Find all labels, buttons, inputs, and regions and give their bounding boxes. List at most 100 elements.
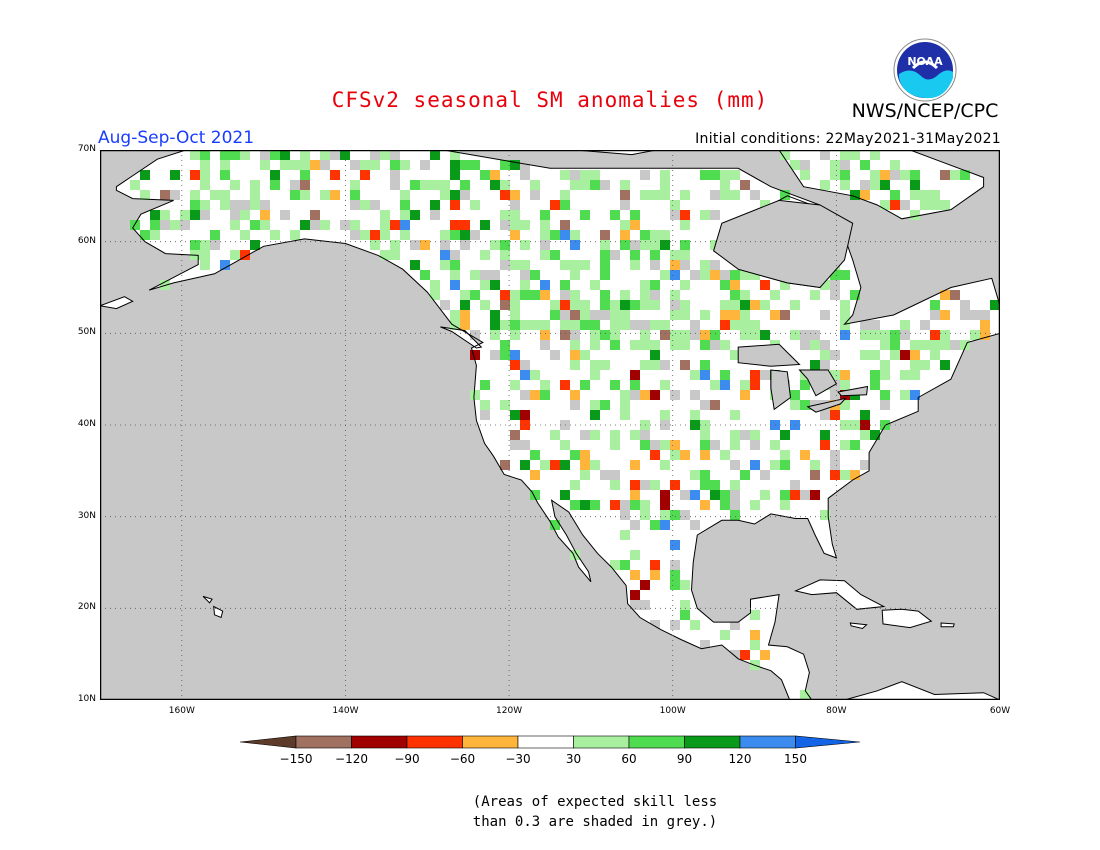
anomaly-cell: [710, 270, 720, 280]
anomaly-cell: [630, 500, 640, 510]
legend-label: 90: [676, 752, 693, 766]
anomaly-cell: [800, 690, 810, 700]
anomaly-cell: [780, 310, 790, 320]
anomaly-cell: [530, 270, 540, 280]
anomaly-cell: [550, 350, 560, 360]
anomaly-cell: [680, 600, 690, 610]
anomaly-cell: [760, 280, 770, 290]
noaa-logo: NOAA: [893, 38, 957, 102]
anomaly-cell: [470, 160, 480, 170]
anomaly-cell: [380, 250, 390, 260]
coastline: [881, 608, 933, 629]
anomaly-cell: [540, 290, 550, 300]
color-legend: [240, 735, 861, 749]
anomaly-cell: [940, 170, 950, 180]
anomaly-cell: [570, 550, 580, 560]
anomaly-cell: [600, 290, 610, 300]
anomaly-cell: [700, 440, 710, 450]
anomaly-cell: [840, 470, 850, 480]
initial-conditions-label: Initial conditions: 22May2021-31May2021: [695, 131, 1001, 147]
legend-label: −60: [449, 752, 476, 766]
anomaly-cell: [680, 330, 690, 340]
anomaly-cell: [160, 220, 170, 230]
anomaly-cell: [740, 320, 750, 330]
anomaly-cell: [700, 430, 710, 440]
coastline: [793, 579, 886, 610]
lon-label: 160W: [168, 706, 195, 716]
anomaly-cell: [620, 500, 630, 510]
anomaly-cell: [680, 260, 690, 270]
anomaly-cell: [750, 640, 760, 650]
anomaly-cell: [520, 260, 530, 270]
anomaly-cell: [550, 200, 560, 210]
anomaly-cell: [150, 220, 160, 230]
anomaly-cell: [540, 460, 550, 470]
anomaly-cell: [230, 220, 240, 230]
legend-swatch: [351, 735, 408, 749]
anomaly-cell: [600, 240, 610, 250]
anomaly-cell: [740, 180, 750, 190]
anomaly-cell: [940, 200, 950, 210]
anomaly-cell: [640, 300, 650, 310]
anomaly-cell: [440, 250, 450, 260]
anomaly-cell: [310, 210, 320, 220]
anomaly-cell: [790, 300, 800, 310]
anomaly-cell: [570, 360, 580, 370]
anomaly-cell: [720, 630, 730, 640]
anomaly-cell: [480, 300, 490, 310]
anomaly-cell: [400, 200, 410, 210]
anomaly-cell: [390, 240, 400, 250]
anomaly-cell: [420, 160, 430, 170]
anomaly-cell: [490, 310, 500, 320]
anomaly-cell: [580, 350, 590, 360]
coastline: [778, 150, 985, 220]
anomaly-cell: [590, 310, 600, 320]
anomaly-cell: [710, 330, 720, 340]
anomaly-cell: [670, 390, 680, 400]
anomaly-cell: [510, 330, 520, 340]
anomaly-cell: [520, 160, 530, 170]
anomaly-cell: [410, 260, 420, 270]
anomaly-cell: [650, 560, 660, 570]
anomaly-cell: [880, 370, 890, 380]
anomaly-cell: [690, 370, 700, 380]
anomaly-cell: [470, 230, 480, 240]
anomaly-cell: [730, 350, 740, 360]
anomaly-cell: [600, 360, 610, 370]
anomaly-cell: [560, 310, 570, 320]
coastline: [440, 326, 483, 349]
legend-swatch: [295, 735, 352, 749]
anomaly-cell: [630, 320, 640, 330]
anomaly-cell: [760, 330, 770, 340]
legend-swatch: [684, 735, 741, 749]
coastline: [940, 622, 955, 628]
anomaly-cell: [660, 520, 670, 530]
anomaly-cell: [570, 330, 580, 340]
anomaly-cell: [520, 320, 530, 330]
water-body: [798, 369, 838, 397]
anomaly-cell: [410, 240, 420, 250]
anomaly-cell: [400, 230, 410, 240]
anomaly-cell: [250, 240, 260, 250]
anomaly-cell: [610, 300, 620, 310]
anomaly-cell: [580, 300, 590, 310]
anomaly-cell: [700, 340, 710, 350]
anomaly-cell: [540, 230, 550, 240]
skill-note-line-2: than 0.3 are shaded in grey.): [472, 814, 718, 830]
coastline: [844, 681, 1000, 700]
anomaly-cell: [740, 380, 750, 390]
anomaly-cell: [890, 330, 900, 340]
anomaly-cell: [820, 350, 830, 360]
anomaly-cell: [730, 510, 740, 520]
anomaly-cell: [870, 170, 880, 180]
anomaly-cell: [510, 310, 520, 320]
anomaly-cell: [780, 150, 790, 160]
anomaly-cell: [370, 160, 380, 170]
anomaly-cell: [360, 170, 370, 180]
anomaly-cell: [960, 170, 970, 180]
anomaly-cell: [540, 280, 550, 290]
anomaly-cell: [370, 240, 380, 250]
anomaly-cell: [720, 310, 730, 320]
anomaly-cell: [660, 360, 670, 370]
anomaly-cell: [830, 460, 840, 470]
